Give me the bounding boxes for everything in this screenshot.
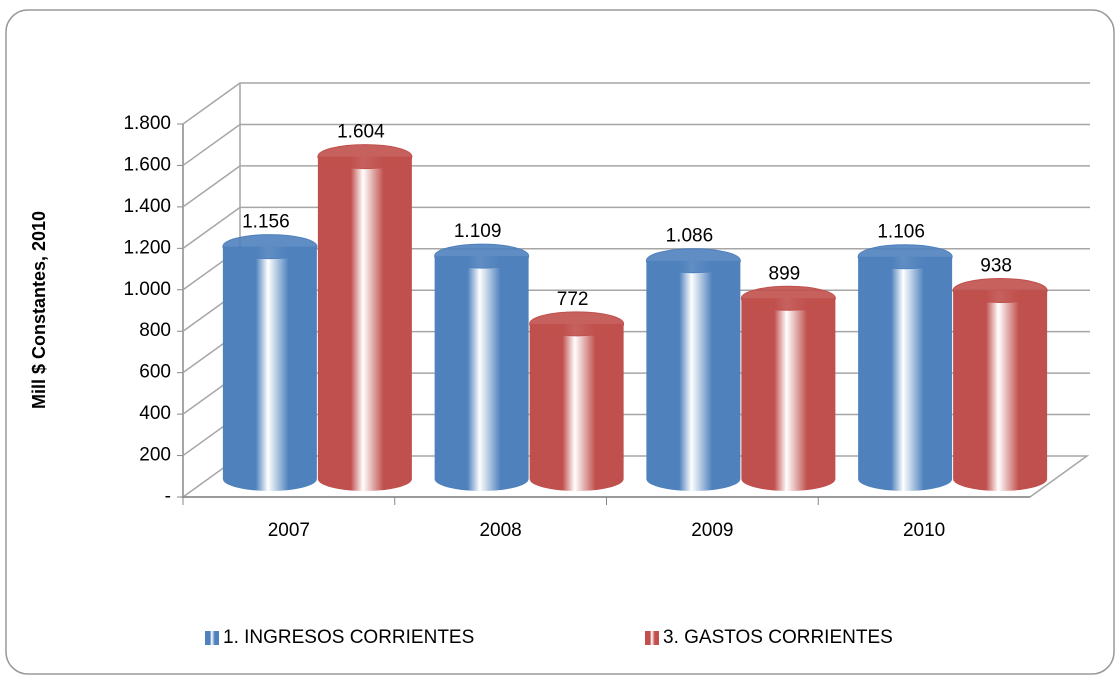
cylinder [317,144,413,491]
cylinder [529,311,625,491]
y-tick-label: 1.800 [123,113,171,134]
data-label: 1.156 [242,212,290,233]
y-tick-label: 400 [139,403,171,424]
data-label: 1.086 [666,226,714,247]
data-label: 899 [769,263,801,284]
legend-label: 1. INGRESOS CORRIENTES [223,627,474,648]
y-tick-label: 1.000 [123,279,171,300]
y-tick-label: 600 [139,362,171,383]
cylinder [952,277,1048,491]
x-tick-label: 2008 [479,520,521,541]
cylinder [434,243,530,491]
cylinder [645,248,741,491]
data-label: 1.604 [337,122,385,143]
x-tick-label: 2010 [903,520,945,541]
data-label: 938 [980,255,1012,276]
grid-line [182,82,1090,125]
y-tick-label: 800 [139,320,171,341]
y-tick-label: 1.600 [123,154,171,175]
y-tick-label: 200 [139,445,171,466]
grid-line [182,123,1090,167]
legend-swatch [645,631,659,645]
legend-swatch [205,631,219,645]
data-label: 772 [557,289,589,310]
x-tick-label: 2007 [268,520,310,541]
y-tick-label: 1.400 [123,196,171,217]
grid-line [182,206,1090,249]
cylinder [740,285,836,491]
cylinder [222,234,318,491]
y-axis-label: Mill $ Constantes, 2010 [29,211,49,409]
cylinder [857,244,953,491]
y-tick-label: - [165,486,171,507]
x-tick-label: 2009 [691,520,733,541]
legend-label: 3. GASTOS CORRIENTES [663,627,893,648]
y-tick-label: 1.200 [123,237,171,258]
data-label: 1.106 [877,222,925,243]
grid-line [182,165,1090,208]
data-label: 1.109 [454,221,502,242]
